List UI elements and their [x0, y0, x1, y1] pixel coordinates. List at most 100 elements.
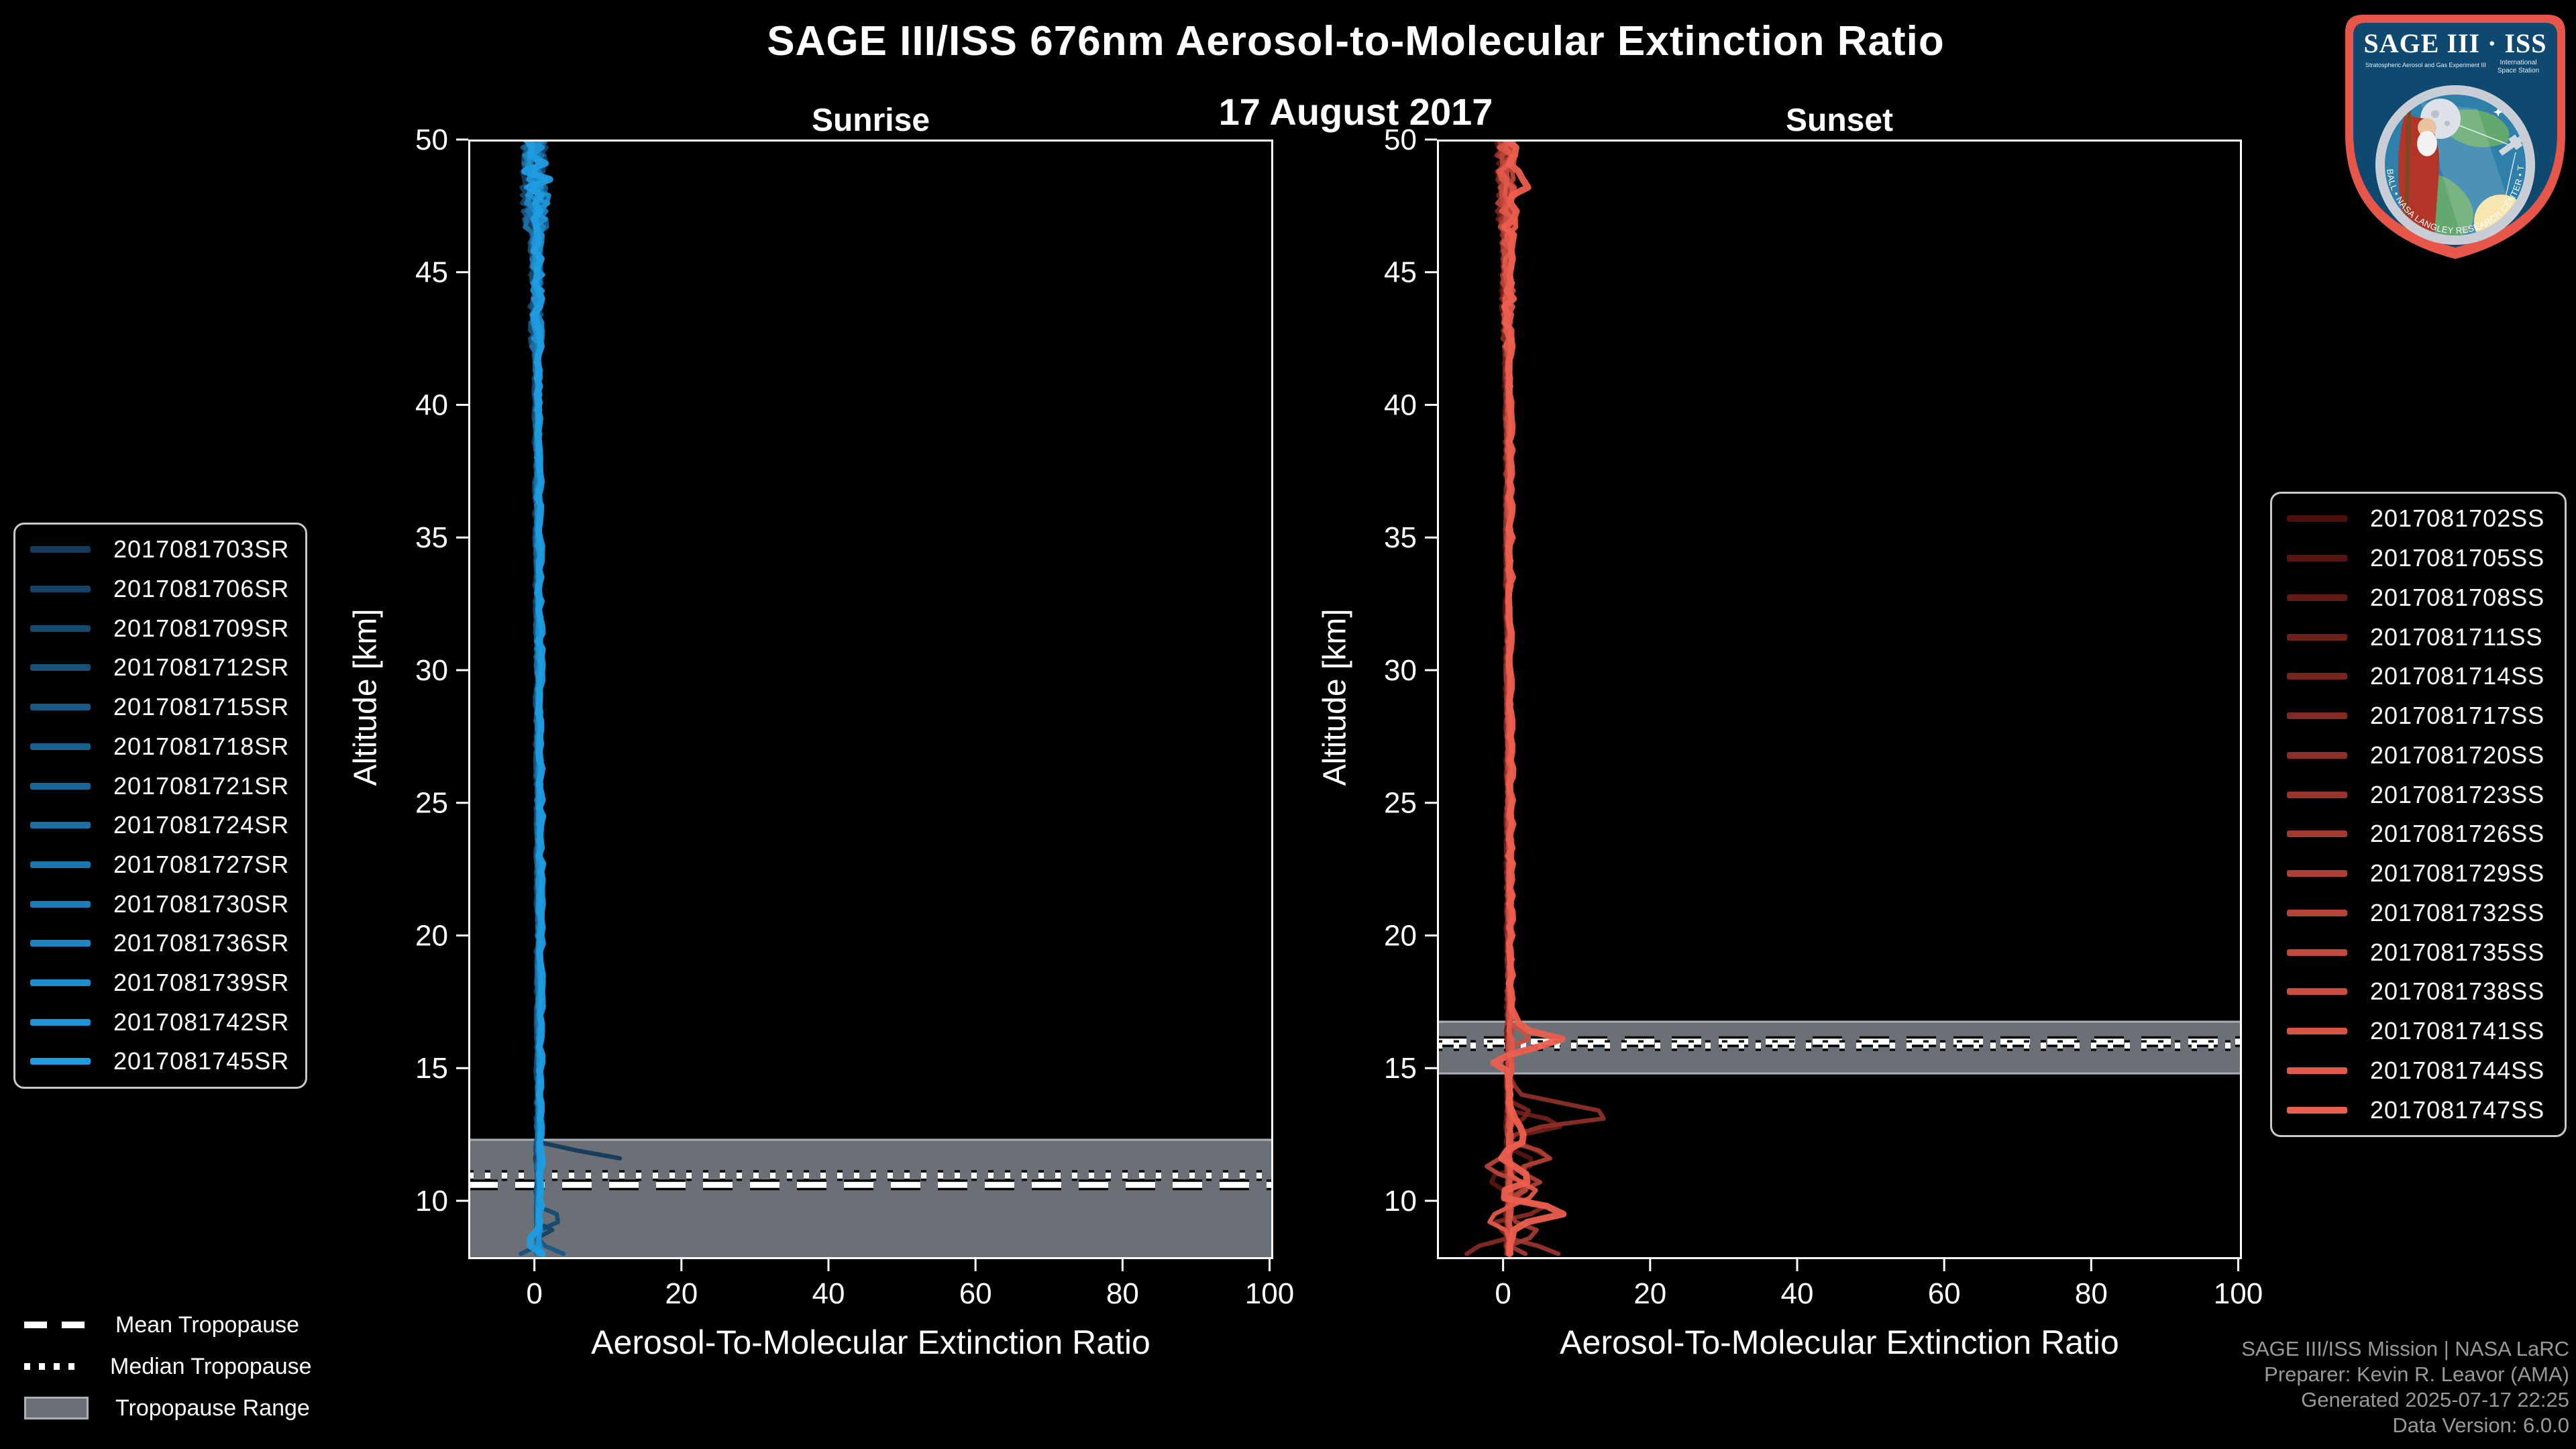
sunset-xaxis-label: Aerosol-To-Molecular Extinction Ratio: [1560, 1324, 2119, 1361]
y-tick-label: 30: [1384, 654, 1417, 687]
event-line-swatch-icon: [2287, 555, 2347, 562]
event-id-label: 2017081709SR: [113, 614, 290, 642]
sunset-plot: 0 20 40 60 80 100 10 15 20 25 30 35 40 45 50: [1384, 123, 2263, 1310]
sunrise-plot: 0 20 40 60 80 100 10 15 20 25 30 35 40 45 50: [415, 123, 1294, 1310]
event-line-swatch-icon: [30, 546, 91, 553]
event-line-swatch-icon: [2287, 988, 2347, 996]
y-tick-label: 50: [415, 123, 448, 156]
y-tick-label: 25: [415, 787, 448, 820]
legend-item: 2017081742SR: [30, 1008, 299, 1036]
legend-item: 2017081717SS: [2287, 702, 2558, 730]
legend-item: 2017081718SR: [30, 733, 299, 761]
footer-mission: SAGE III/ISS Mission | NASA LaRC: [2241, 1337, 2569, 1360]
event-line-swatch-icon: [30, 1018, 91, 1026]
profile-line-2017081747SS: [1490, 140, 1567, 1258]
event-line-swatch-icon: [30, 625, 91, 632]
legend-item: 2017081730SR: [30, 890, 299, 918]
legend-item: 2017081744SS: [2287, 1057, 2558, 1085]
x-tick-label: 80: [2075, 1277, 2108, 1310]
sunset-yaxis-label: Altitude [km]: [1317, 608, 1353, 786]
legend-item: 2017081715SR: [30, 693, 299, 721]
event-line-swatch-icon: [2287, 870, 2347, 877]
event-line-swatch-icon: [2287, 594, 2347, 601]
x-tick-label: 40: [812, 1277, 845, 1310]
logo-sightline-moon: [2450, 121, 2512, 146]
event-line-swatch-icon: [30, 861, 91, 868]
legend-item: 2017081732SS: [2287, 899, 2558, 927]
event-id-label: 2017081708SS: [2370, 583, 2545, 611]
event-id-label: 2017081738SS: [2370, 977, 2545, 1006]
event-id-label: 2017081702SS: [2370, 504, 2545, 533]
event-id-label: 2017081745SR: [113, 1047, 290, 1075]
legend-item: 2017081723SS: [2287, 781, 2558, 809]
x-tick-label: 100: [2214, 1277, 2263, 1310]
event-id-label: 2017081717SS: [2370, 702, 2545, 730]
x-tick-label: 100: [1245, 1277, 1294, 1310]
sage-iii-iss-logo: SAGE III · ISS Stratospheric Aerosol and…: [2340, 8, 2565, 259]
mean-tropopause-line-icon: [24, 1322, 89, 1328]
logo-staff: [2404, 96, 2412, 231]
tropopause-legend: Mean Tropopause Median Tropopause Tropop…: [24, 1304, 312, 1429]
page-title: SAGE III/ISS 676nm Aerosol-to-Molecular …: [767, 18, 1945, 64]
event-id-label: 2017081721SR: [113, 771, 290, 800]
x-tick-label: 60: [1928, 1277, 1961, 1310]
y-tick-label: 30: [415, 654, 448, 687]
sunset-panel-title: Sunset: [1785, 103, 1894, 138]
legend-item: 2017081739SR: [30, 969, 299, 997]
sunrise-xaxis-label: Aerosol-To-Molecular Extinction Ratio: [591, 1324, 1150, 1361]
x-tick-label: 0: [526, 1277, 542, 1310]
logo-subtitle-right-2: Space Station: [2498, 67, 2539, 74]
y-tick-label: 45: [415, 256, 448, 289]
event-id-label: 2017081723SS: [2370, 780, 2545, 808]
legend-item-tropopause-range: Tropopause Range: [24, 1387, 312, 1429]
event-id-label: 2017081741SS: [2370, 1017, 2545, 1045]
event-id-label: 2017081727SR: [113, 850, 290, 878]
footer-preparer: Preparer: Kevin R. Leavor (AMA): [2264, 1362, 2569, 1386]
legend-item: 2017081735SS: [2287, 938, 2558, 967]
x-tick-label: 20: [1633, 1277, 1666, 1310]
legend-item: 2017081727SR: [30, 851, 299, 879]
event-line-swatch-icon: [30, 940, 91, 947]
event-line-swatch-icon: [2287, 673, 2347, 680]
y-tick-label: 25: [1384, 787, 1417, 820]
event-id-label: 2017081703SR: [113, 535, 290, 564]
logo-sage-head: [2418, 118, 2436, 137]
event-line-swatch-icon: [2287, 909, 2347, 916]
y-tick-label: 40: [415, 388, 448, 421]
sunset-event-legend: 2017081702SS 2017081705SS 2017081708SS 2017…: [2270, 492, 2567, 1137]
event-id-label: 2017081718SR: [113, 732, 290, 760]
event-id-label: 2017081724SR: [113, 811, 290, 839]
logo-subtitle-right-1: International: [2500, 59, 2536, 66]
event-line-swatch-icon: [30, 586, 91, 593]
sunrise-yaxis-label: Altitude [km]: [347, 608, 384, 786]
event-line-swatch-icon: [2287, 1106, 2347, 1114]
axes-spines: [1437, 140, 2242, 1259]
legend-item: 2017081711SS: [2287, 623, 2558, 651]
logo-moon-crater: [2431, 110, 2439, 118]
legend-item: 2017081721SR: [30, 772, 299, 800]
event-line-swatch-icon: [2287, 949, 2347, 956]
event-id-label: 2017081729SS: [2370, 859, 2545, 888]
tropopause-range-label: Tropopause Range: [115, 1395, 310, 1421]
event-id-label: 2017081742SR: [113, 1008, 290, 1036]
event-id-label: 2017081744SS: [2370, 1056, 2545, 1084]
x-tick-label: 60: [959, 1277, 992, 1310]
event-line-swatch-icon: [30, 822, 91, 829]
event-line-swatch-icon: [30, 743, 91, 750]
event-id-label: 2017081714SS: [2370, 662, 2545, 690]
x-tick-label: 40: [1781, 1277, 1814, 1310]
legend-item: 2017081729SS: [2287, 859, 2558, 888]
y-tick-label: 15: [1384, 1052, 1417, 1085]
event-id-label: 2017081739SR: [113, 969, 290, 997]
attribution-footer: SAGE III/ISS Mission | NASA LaRC Prepare…: [2241, 1336, 2569, 1438]
y-tick-label: 35: [1384, 521, 1417, 554]
legend-item: 2017081738SS: [2287, 977, 2558, 1006]
legend-item-mean-tropopause: Mean Tropopause: [24, 1304, 312, 1346]
logo-subtitle-left: Stratospheric Aerosol and Gas Experiment…: [2365, 62, 2486, 68]
legend-item: 2017081747SS: [2287, 1096, 2558, 1124]
event-line-swatch-icon: [2287, 1028, 2347, 1035]
legend-item: 2017081726SS: [2287, 820, 2558, 848]
legend-item: 2017081720SS: [2287, 741, 2558, 769]
legend-item: 2017081709SR: [30, 614, 299, 643]
